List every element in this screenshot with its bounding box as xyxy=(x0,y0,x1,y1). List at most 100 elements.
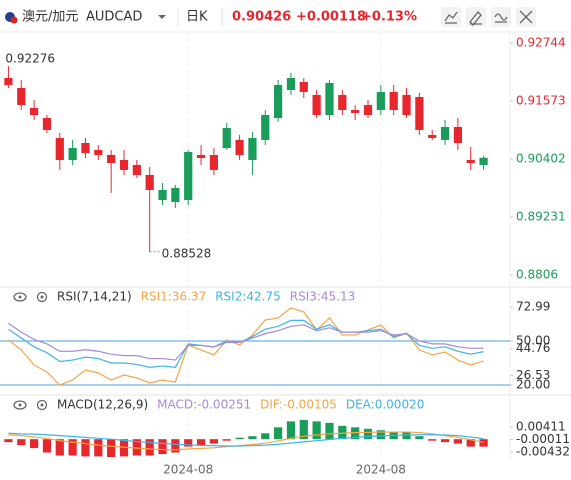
histogram-bar xyxy=(4,439,13,443)
candle-body xyxy=(479,157,488,165)
candle-body xyxy=(42,117,52,130)
period[interactable]: 日K xyxy=(186,10,208,25)
candle-body xyxy=(209,154,219,170)
y-tick-label: 0.00411 xyxy=(516,419,566,433)
legend-entry: DIF:-0.00105 xyxy=(260,398,337,412)
tool-button[interactable] xyxy=(516,7,536,27)
legend-entry: DEA:0.00020 xyxy=(346,398,425,412)
candle-body xyxy=(312,94,321,115)
indicator-line xyxy=(8,431,484,451)
tool-button[interactable] xyxy=(466,7,486,27)
y-tick-label: 26.53 xyxy=(516,368,550,382)
y-tick-label: 0.8806 xyxy=(516,267,558,281)
candle-body xyxy=(184,152,193,200)
price-change-pct: +0.13% xyxy=(361,10,417,25)
histogram-bar xyxy=(132,439,141,456)
symbol-name: 澳元/加元 xyxy=(22,9,78,25)
y-tick-label: 0.90402 xyxy=(516,151,566,165)
histogram-bar xyxy=(338,425,347,440)
histogram-bar xyxy=(196,439,206,446)
candle-body xyxy=(68,147,77,160)
candle-body xyxy=(338,94,347,110)
candle-body xyxy=(428,134,437,138)
histogram-bar xyxy=(171,439,180,453)
settings-icon[interactable] xyxy=(36,291,48,303)
symbol-code: AUDCAD xyxy=(86,10,142,25)
histogram-bar xyxy=(466,439,475,447)
candle-body xyxy=(466,159,475,163)
eye-icon[interactable] xyxy=(13,292,27,302)
histogram-bar xyxy=(17,439,26,446)
candle-body xyxy=(453,126,463,143)
histogram-bar xyxy=(376,430,385,440)
legend-entry: RSI1:36.37 xyxy=(141,290,207,304)
y-tick-label: 0.89231 xyxy=(516,209,566,223)
flag-icon xyxy=(10,16,18,24)
candle-body xyxy=(158,189,167,200)
y-tick-label: 72.99 xyxy=(516,300,550,314)
histogram-bar xyxy=(299,419,308,440)
rsi-icons xyxy=(13,291,48,303)
candle-body xyxy=(81,142,90,153)
legend-entry: RSI3:45.13 xyxy=(290,290,356,304)
candle-body xyxy=(363,104,373,115)
candle-body xyxy=(389,91,398,110)
histogram-bar xyxy=(273,427,283,440)
y-tick-label: 20.00 xyxy=(516,378,550,392)
tool-button[interactable] xyxy=(491,7,511,27)
macd-icons xyxy=(13,399,48,411)
tool-button[interactable] xyxy=(441,7,461,27)
y-tick-label: -0.00011 xyxy=(516,432,570,446)
y-tick-label: 0.92744 xyxy=(516,35,566,49)
candle-body xyxy=(107,154,116,163)
candle-body xyxy=(351,109,360,113)
candle-body xyxy=(222,127,231,148)
candle-body xyxy=(415,96,424,130)
min-annotation: 0.88528 xyxy=(162,246,212,260)
histogram-bar xyxy=(440,439,450,443)
candle-body xyxy=(286,77,296,90)
x-tick-label: 2024-08 xyxy=(356,463,406,477)
y-tick-label: 50.00 xyxy=(516,333,550,347)
histogram-bar xyxy=(286,421,296,440)
settings-icon[interactable] xyxy=(36,399,48,411)
histogram-bar xyxy=(415,436,424,440)
y-tick-label: -0.00432 xyxy=(516,445,570,459)
legend-entry: MACD:-0.00251 xyxy=(157,398,251,412)
histogram-bar xyxy=(68,439,77,456)
price: 0.90426 xyxy=(232,10,291,25)
eye-icon[interactable] xyxy=(13,400,27,410)
histogram-bar xyxy=(29,439,39,449)
candle-body xyxy=(248,137,257,160)
candle-body xyxy=(55,137,64,160)
dropdown-arrow[interactable] xyxy=(158,15,166,19)
candle-body xyxy=(273,84,283,118)
histogram-bar xyxy=(94,439,103,457)
candle-body xyxy=(261,115,270,140)
candle-body xyxy=(119,159,129,170)
x-tick-label: 2024-08 xyxy=(163,463,213,477)
candle-body xyxy=(325,83,334,115)
candle-body xyxy=(235,139,244,155)
candle-body xyxy=(440,126,450,140)
histogram-bar xyxy=(42,439,52,453)
candle-body xyxy=(17,87,26,105)
candle-body xyxy=(196,154,206,158)
candle-body xyxy=(299,81,308,92)
histogram-bar xyxy=(453,439,463,444)
histogram-bar xyxy=(248,436,257,440)
histogram-bar xyxy=(479,439,488,447)
histogram-bar xyxy=(107,439,116,457)
indicator-line xyxy=(8,322,484,361)
header: 澳元/加元 AUDCAD 日K 0.90426 +0.00118 +0.13% xyxy=(5,7,536,27)
candle-body xyxy=(29,107,39,115)
histogram-bar xyxy=(312,421,321,440)
y-tick-label: 0.91573 xyxy=(516,93,566,107)
indicator-title: MACD(12,26,9) xyxy=(57,398,148,412)
histogram-bar xyxy=(261,433,270,440)
histogram-bar xyxy=(325,422,334,440)
histogram-bar xyxy=(158,439,167,455)
candle-body xyxy=(402,94,411,115)
histogram-bar xyxy=(55,439,64,456)
